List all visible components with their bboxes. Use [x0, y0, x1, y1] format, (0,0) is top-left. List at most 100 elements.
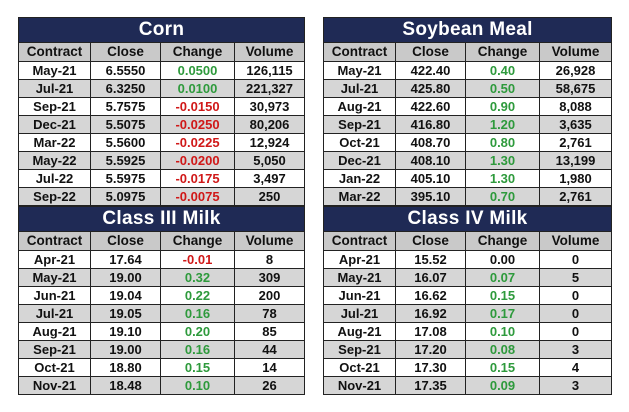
- column-header-close: Close: [90, 231, 161, 251]
- column-header-change: Change: [465, 231, 540, 251]
- close-cell: 5.0975: [90, 187, 161, 206]
- column-header-volume: Volume: [234, 231, 305, 251]
- change-cell: 0.15: [465, 358, 540, 377]
- table-row: Sep-21 416.80 1.20 3,635: [323, 115, 612, 134]
- contract-cell: Jul-22: [18, 169, 91, 188]
- volume-cell: 3: [539, 376, 612, 395]
- change-cell: 0.15: [465, 286, 540, 305]
- table-row: Sep-22 5.0975 -0.0075 250: [18, 187, 306, 206]
- contract-cell: Sep-21: [323, 115, 396, 134]
- change-cell: -0.0200: [160, 151, 235, 170]
- close-cell: 16.62: [395, 286, 466, 305]
- close-cell: 408.70: [395, 133, 466, 152]
- close-cell: 17.20: [395, 340, 466, 359]
- table-row: Nov-21 18.48 0.10 26: [18, 376, 305, 395]
- close-cell: 18.48: [90, 376, 161, 395]
- close-cell: 16.07: [395, 268, 466, 287]
- volume-cell: 78: [234, 304, 305, 323]
- close-cell: 408.10: [395, 151, 466, 170]
- volume-cell: 4: [539, 358, 612, 377]
- class-iii-milk-table: Class III Milk Contract Close Change Vol…: [18, 206, 305, 395]
- change-cell: 0.20: [160, 322, 235, 341]
- table-row: Sep-21 17.20 0.08 3: [323, 340, 612, 359]
- contract-cell: Jun-21: [323, 286, 396, 305]
- change-cell: -0.0150: [160, 97, 235, 116]
- column-header-close: Close: [90, 42, 161, 62]
- table-row: Oct-21 17.30 0.15 4: [323, 358, 612, 377]
- column-header-contract: Contract: [18, 231, 91, 251]
- change-cell: 0.15: [160, 358, 235, 377]
- close-cell: 6.3250: [90, 79, 161, 98]
- contract-cell: Aug-21: [323, 97, 396, 116]
- table-row: Jul-22 5.5975 -0.0175 3,497: [18, 169, 306, 188]
- change-cell: 0.90: [465, 97, 540, 116]
- change-cell: 0.10: [465, 322, 540, 341]
- panel-title: Class IV Milk: [323, 206, 612, 232]
- change-cell: 0.0500: [160, 61, 235, 80]
- table-row: Aug-21 422.60 0.90 8,088: [323, 97, 612, 116]
- table-row: Jun-21 19.04 0.22 200: [18, 286, 305, 305]
- column-header-change: Change: [160, 42, 235, 62]
- change-cell: 0.80: [465, 133, 540, 152]
- column-header-change: Change: [160, 231, 235, 251]
- volume-cell: 8: [234, 250, 305, 269]
- close-cell: 19.04: [90, 286, 161, 305]
- close-cell: 18.80: [90, 358, 161, 377]
- change-cell: 0.0100: [160, 79, 235, 98]
- contract-cell: May-22: [18, 151, 91, 170]
- contract-cell: May-21: [18, 61, 91, 80]
- contract-cell: Oct-21: [18, 358, 91, 377]
- contract-cell: Sep-21: [323, 340, 396, 359]
- change-cell: 0.40: [465, 61, 540, 80]
- volume-cell: 30,973: [233, 97, 306, 116]
- volume-cell: 2,761: [539, 187, 612, 206]
- change-cell: 0.70: [465, 187, 540, 206]
- table-row: Aug-21 17.08 0.10 0: [323, 322, 612, 341]
- contract-cell: May-21: [323, 61, 396, 80]
- table-row: Dec-21 5.5075 -0.0250 80,206: [18, 115, 306, 134]
- change-cell: 1.30: [465, 169, 540, 188]
- table-row: Aug-21 19.10 0.20 85: [18, 322, 305, 341]
- close-cell: 395.10: [395, 187, 466, 206]
- volume-cell: 309: [234, 268, 305, 287]
- close-cell: 16.92: [395, 304, 466, 323]
- volume-cell: 221,327: [233, 79, 306, 98]
- panel-title: Corn: [17, 17, 306, 43]
- close-cell: 19.05: [90, 304, 161, 323]
- contract-cell: Dec-21: [18, 115, 91, 134]
- class-iv-milk-table: Class IV Milk Contract Close Change Volu…: [323, 206, 612, 395]
- volume-cell: 26,928: [539, 61, 612, 80]
- close-cell: 19.00: [90, 268, 161, 287]
- corn-table: Corn Contract Close Change Volume May-21…: [17, 17, 306, 206]
- change-cell: 0.16: [160, 340, 235, 359]
- close-cell: 5.5975: [90, 169, 161, 188]
- change-cell: 1.20: [465, 115, 540, 134]
- close-cell: 416.80: [395, 115, 466, 134]
- close-cell: 5.5075: [90, 115, 161, 134]
- volume-cell: 26: [234, 376, 305, 395]
- table-row: Jul-21 16.92 0.17 0: [323, 304, 612, 323]
- volume-cell: 13,199: [539, 151, 612, 170]
- contract-cell: Jan-22: [323, 169, 396, 188]
- close-cell: 5.5925: [90, 151, 161, 170]
- contract-cell: Mar-22: [323, 187, 396, 206]
- table-row: May-22 5.5925 -0.0200 5,050: [18, 151, 306, 170]
- volume-cell: 5: [539, 268, 612, 287]
- contract-cell: Jul-21: [18, 79, 91, 98]
- change-cell: 1.30: [465, 151, 540, 170]
- change-cell: 0.16: [160, 304, 235, 323]
- table-row: May-21 19.00 0.32 309: [18, 268, 305, 287]
- table-row: Dec-21 408.10 1.30 13,199: [323, 151, 612, 170]
- volume-cell: 58,675: [539, 79, 612, 98]
- table-row: May-21 6.5550 0.0500 126,115: [18, 61, 306, 80]
- contract-cell: Mar-22: [18, 133, 91, 152]
- volume-cell: 0: [539, 304, 612, 323]
- table-row: Sep-21 19.00 0.16 44: [18, 340, 305, 359]
- table-row: Mar-22 5.5600 -0.0225 12,924: [18, 133, 306, 152]
- contract-cell: Aug-21: [18, 322, 91, 341]
- volume-cell: 0: [539, 286, 612, 305]
- volume-cell: 3,635: [539, 115, 612, 134]
- close-cell: 17.35: [395, 376, 466, 395]
- close-cell: 15.52: [395, 250, 466, 269]
- volume-cell: 200: [234, 286, 305, 305]
